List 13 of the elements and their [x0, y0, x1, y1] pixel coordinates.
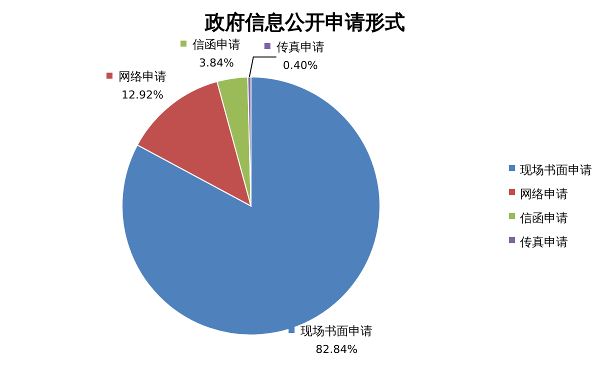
legend-item: 传真申请 — [509, 235, 568, 249]
legend-item: 网络申请 — [509, 187, 568, 201]
legend-label: 信函申请 — [192, 38, 240, 52]
legend-label: 网络申请 — [118, 70, 166, 84]
data-label: 82.84% — [316, 343, 358, 356]
chart-title: 政府信息公开申请形式 — [204, 10, 405, 34]
data-label: 0.40% — [282, 59, 318, 72]
legend-label: 传真申请 — [276, 40, 324, 54]
legend-label: 现场书面申请 — [300, 324, 373, 338]
legend-item: 现场书面申请 — [509, 163, 592, 177]
data-label: 3.84% — [199, 56, 234, 70]
legend-item: 信函申请 — [509, 211, 568, 225]
data-label: 12.92% — [121, 88, 164, 102]
